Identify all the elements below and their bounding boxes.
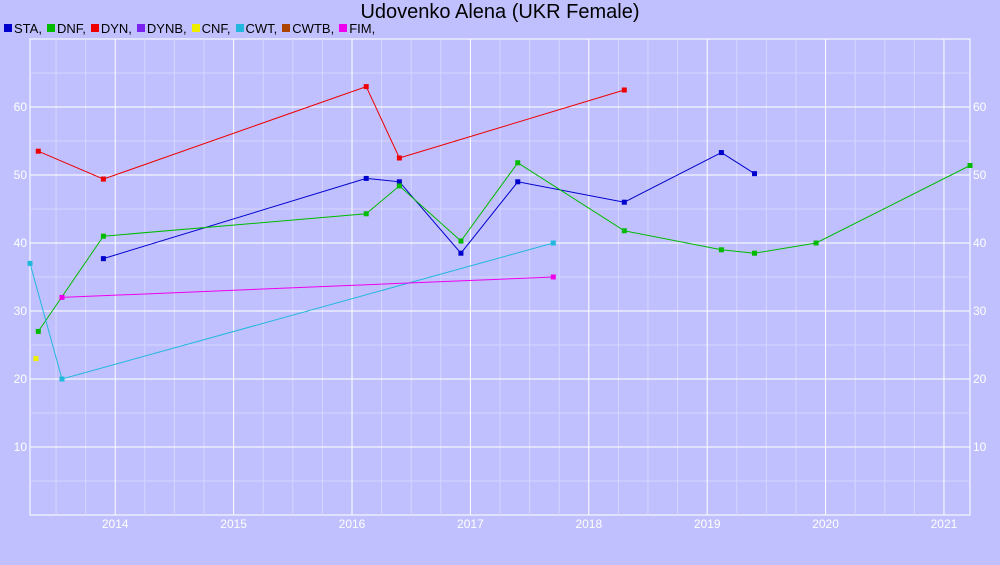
x-tick-label: 2020 [812,517,839,531]
data-point-dyn [396,155,402,161]
legend-label: DNF, [56,20,86,36]
series-line-fim [61,276,554,298]
data-point-dnf [718,247,724,253]
series-cwt [27,240,556,382]
data-point-cwt [27,260,33,266]
series-dnf [35,160,973,334]
data-point-dnf [363,211,369,217]
legend-item: DNF, [46,20,86,36]
y-tick-label-left: 40 [14,236,28,250]
legend-item: FIM, [339,20,375,36]
data-point-dnf [813,240,819,246]
y-tick-label-right: 30 [973,304,987,318]
data-point-dyn [621,87,627,93]
data-point-dnf [458,238,464,244]
legend: STA, DNF, DYN, DYNB, CNF, CWT, CWTB, FIM, [4,20,380,36]
data-point-dnf [396,183,402,189]
data-point-cwt [59,376,65,382]
legend-label: DYNB, [146,20,187,36]
data-point-sta [621,199,627,205]
data-point-sta [515,179,521,185]
x-tick-label: 2015 [220,517,247,531]
y-tick-label-right: 50 [973,168,987,182]
legend-item: CNF, [191,20,231,36]
series-line-sta [103,152,755,260]
data-point-fim [550,274,556,280]
legend-item: CWTB, [282,20,334,36]
data-point-dnf [515,160,521,166]
data-point-dnf [967,162,973,168]
y-tick-label-left: 60 [14,100,28,114]
legend-item: DYN, [90,20,132,36]
x-tick-label: 2018 [575,517,602,531]
data-point-sta [718,150,724,156]
y-tick-label-right: 10 [973,440,987,454]
legend-item: STA, [4,20,42,36]
chart-title: Udovenko Alena (UKR Female) [360,1,640,23]
legend-swatch [90,24,99,32]
y-tick-label-right: 40 [973,236,987,250]
data-point-cwt [550,240,556,246]
legend-label: FIM, [349,20,376,36]
legend-label: CNF, [201,20,231,36]
data-point-sta [363,175,369,181]
series-dyn [35,84,627,182]
x-tick-label: 2017 [457,517,484,531]
legend-swatch [4,24,12,32]
data-point-sta [458,250,464,256]
series-cnf [33,356,39,362]
legend-label: CWT, [245,20,278,36]
data-point-dyn [35,148,41,154]
legend-swatch [46,24,55,32]
data-point-dnf [752,250,758,256]
data-point-dyn [100,176,106,182]
y-tick-label-left: 10 [14,440,28,454]
series-fim [59,274,556,300]
y-tick-label-right: 60 [973,100,987,114]
series-sta [100,150,758,262]
legend-swatch [191,24,200,32]
x-tick-label: 2014 [102,517,129,531]
data-point-dnf [100,233,106,239]
data-point-fim [59,294,65,300]
legend-item: CWT, [235,20,278,36]
data-point-sta [100,256,106,262]
legend-swatch [282,24,291,32]
data-point-dnf [621,228,627,234]
data-point-sta [752,171,758,177]
legend-swatch [136,24,145,32]
legend-label: STA, [14,20,42,36]
y-tick-label-left: 20 [14,372,28,386]
data-point-cnf [33,356,39,362]
legend-label: DYN, [100,20,132,36]
x-tick-label: 2019 [694,517,721,531]
y-tick-label-left: 30 [14,304,28,318]
data-point-sta [396,179,402,185]
data-point-dnf [35,328,41,334]
minor-grid [30,39,970,515]
legend-swatch [339,24,348,32]
legend-swatch [235,24,244,32]
legend-label: CWTB, [292,20,335,36]
data-point-dyn [363,84,369,90]
legend-item: DYNB, [136,20,187,36]
x-tick-label: 2016 [339,517,366,531]
y-tick-label-left: 50 [14,168,28,182]
y-tick-label-right: 20 [973,372,987,386]
x-tick-label: 2021 [931,517,958,531]
